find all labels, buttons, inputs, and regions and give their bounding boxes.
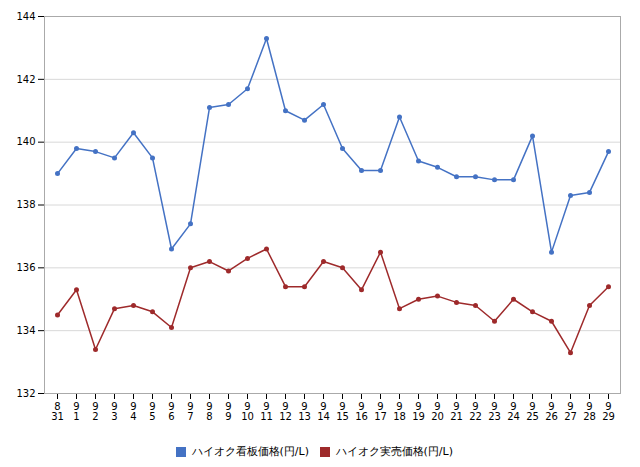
- svg-text:915: 915: [336, 401, 349, 422]
- svg-text:93: 93: [111, 401, 117, 422]
- svg-text:920: 920: [431, 401, 444, 422]
- svg-text:914: 914: [317, 401, 330, 422]
- svg-text:97: 97: [187, 401, 193, 422]
- svg-text:142: 142: [16, 74, 35, 85]
- svg-text:136: 136: [16, 262, 35, 273]
- svg-text:911: 911: [260, 401, 273, 422]
- svg-text:138: 138: [16, 199, 35, 210]
- svg-text:923: 923: [488, 401, 501, 422]
- svg-text:919: 919: [412, 401, 425, 422]
- svg-text:910: 910: [241, 401, 254, 422]
- svg-text:922: 922: [469, 401, 482, 422]
- svg-text:134: 134: [16, 325, 35, 336]
- html-text:ハイオク看板価格(円/L): ハイオク看板価格(円/L): [191, 445, 309, 458]
- html-text:ハイオク実売価格(円/L): ハイオク実売価格(円/L): [335, 445, 453, 458]
- svg-text:831: 831: [51, 401, 64, 422]
- svg-text:917: 917: [374, 401, 387, 422]
- svg-text:926: 926: [545, 401, 558, 422]
- svg-text:921: 921: [450, 401, 463, 422]
- svg-text:98: 98: [206, 401, 212, 422]
- svg-text:92: 92: [92, 401, 98, 422]
- svg-text:91: 91: [73, 401, 79, 422]
- svg-text:928: 928: [583, 401, 596, 422]
- svg-text:96: 96: [168, 401, 174, 422]
- svg-text:925: 925: [526, 401, 539, 422]
- svg-text:924: 924: [507, 401, 520, 422]
- svg-text:927: 927: [564, 401, 577, 422]
- svg-text:132: 132: [16, 388, 35, 399]
- svg-text:918: 918: [393, 401, 406, 422]
- svg-text:929: 929: [602, 401, 615, 422]
- svg-text:144: 144: [16, 11, 35, 22]
- svg-text:94: 94: [130, 401, 136, 422]
- svg-text:916: 916: [355, 401, 368, 422]
- svg-text:140: 140: [16, 136, 35, 147]
- svg-text:913: 913: [298, 401, 311, 422]
- svg-text:912: 912: [279, 401, 292, 422]
- svg-text:99: 99: [225, 401, 231, 422]
- svg-text:95: 95: [149, 401, 155, 422]
